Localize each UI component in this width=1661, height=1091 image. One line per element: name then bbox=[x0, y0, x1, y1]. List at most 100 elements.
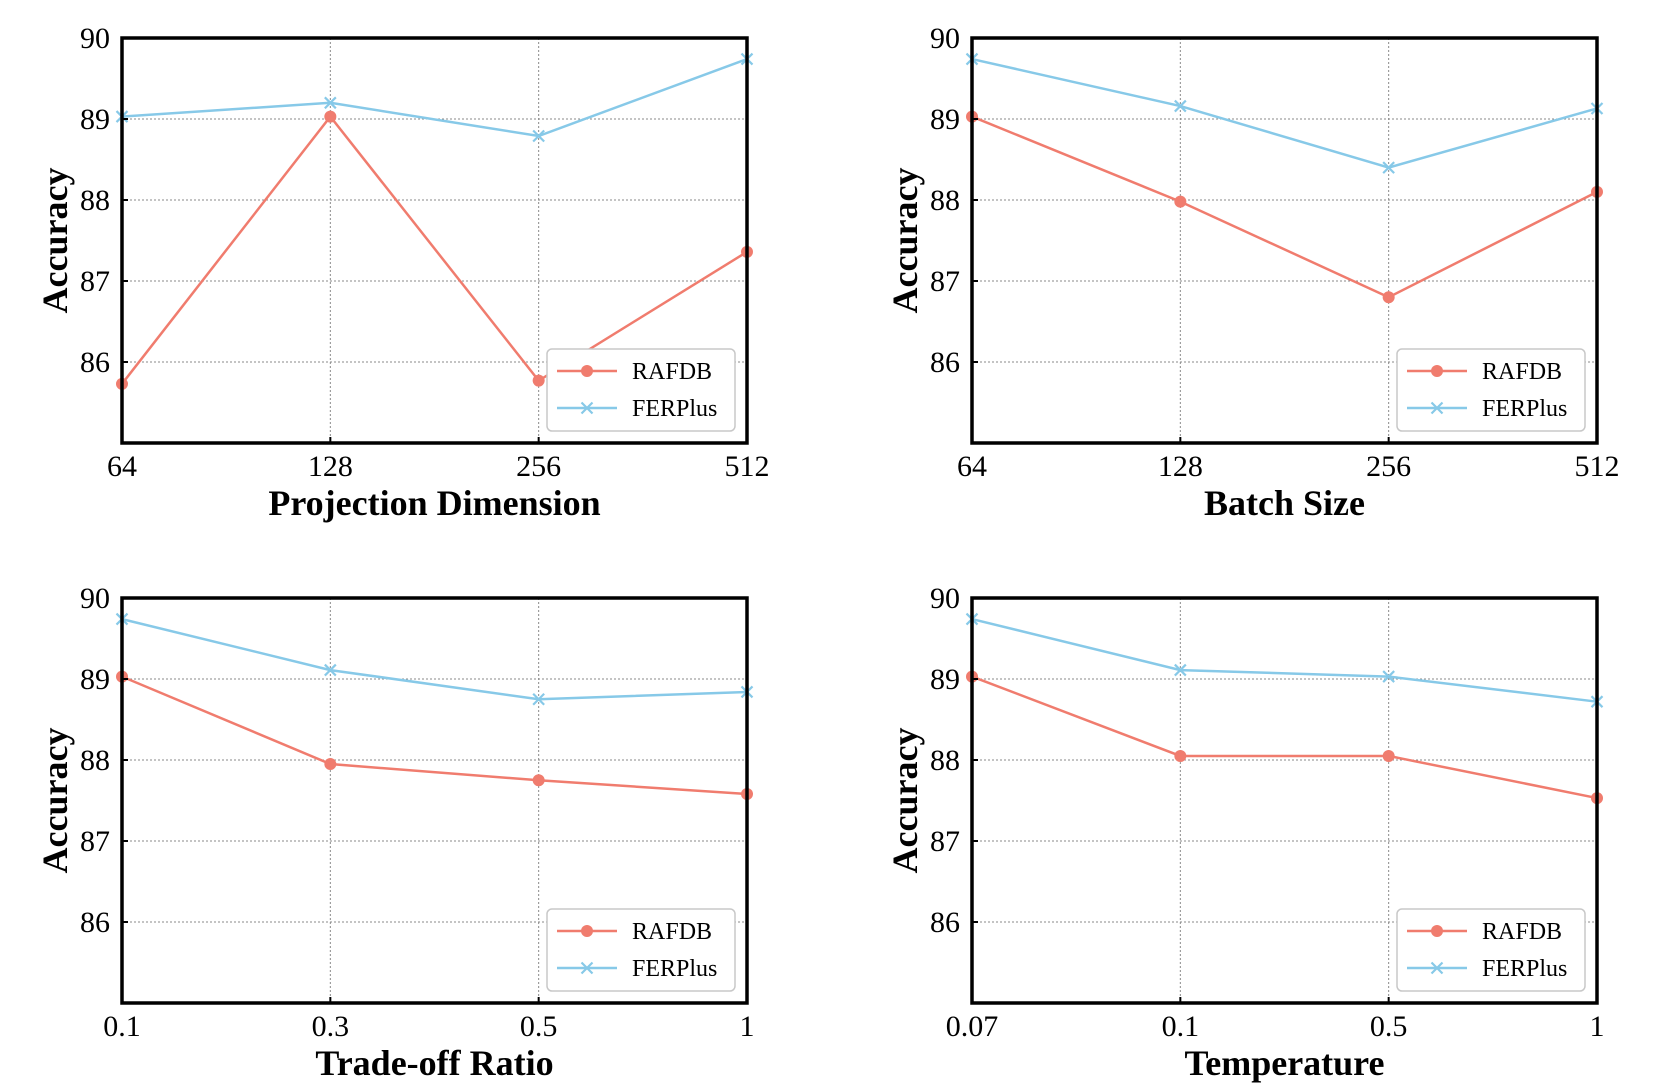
x-tick-label: 0.5 bbox=[1370, 1010, 1408, 1043]
legend-marker-ferplus bbox=[580, 961, 594, 975]
data-point-ferplus bbox=[324, 663, 337, 677]
legend: RAFDB FERPlus bbox=[1396, 908, 1586, 992]
x-tick-label: 1 bbox=[740, 1010, 755, 1043]
y-tick-label: 90 bbox=[80, 582, 110, 615]
data-point-rafdb bbox=[532, 374, 545, 387]
data-point-rafdb bbox=[532, 774, 545, 787]
legend-marker-ferplus bbox=[1430, 961, 1444, 975]
legend-label: RAFDB bbox=[632, 359, 712, 385]
legend: RAFDB FERPlus bbox=[546, 908, 736, 992]
x-tick-label: 0.1 bbox=[103, 1010, 141, 1043]
data-point-rafdb bbox=[1382, 291, 1395, 304]
data-point-ferplus bbox=[1174, 663, 1187, 677]
x-tick-label: 0.5 bbox=[520, 1010, 558, 1043]
legend-marker-rafdb bbox=[581, 925, 593, 937]
x-axis-title: Temperature bbox=[1185, 1043, 1385, 1083]
y-tick-label: 87 bbox=[930, 265, 960, 298]
y-tick-label: 89 bbox=[80, 663, 110, 696]
x-tick-label: 128 bbox=[1158, 450, 1203, 483]
legend-box bbox=[1396, 348, 1586, 432]
plot-frame bbox=[970, 36, 1599, 445]
x-tick-label: 0.07 bbox=[946, 1010, 999, 1043]
data-point-ferplus bbox=[1382, 670, 1395, 683]
legend-marker-ferplus bbox=[580, 401, 594, 415]
data-point-rafdb bbox=[1174, 749, 1187, 762]
data-point-rafdb bbox=[324, 758, 337, 771]
legend-label: RAFDB bbox=[632, 919, 712, 945]
legend: RAFDB FERPlus bbox=[546, 348, 736, 432]
y-tick-label: 90 bbox=[80, 22, 110, 55]
x-tick-label: 512 bbox=[725, 450, 770, 483]
y-tick-label: 86 bbox=[80, 906, 110, 939]
data-point-ferplus bbox=[1174, 99, 1187, 113]
x-tick-label: 1 bbox=[1590, 1010, 1605, 1043]
y-axis-title: Accuracy bbox=[885, 168, 925, 314]
chart-panel-4: 86 87 88 89 90 0.07 0.1 0.5 1 Temperature Accuracy… bbox=[885, 582, 1605, 1083]
legend-box bbox=[1396, 908, 1586, 992]
data-point-rafdb bbox=[1174, 195, 1187, 208]
legend-marker-rafdb bbox=[1431, 925, 1443, 937]
y-tick-label: 86 bbox=[930, 906, 960, 939]
data-point-ferplus bbox=[532, 129, 545, 143]
legend-label: RAFDB bbox=[1482, 919, 1562, 945]
x-axis-title: Trade-off Ratio bbox=[315, 1043, 553, 1083]
data-point-ferplus bbox=[1382, 161, 1395, 174]
y-tick-label: 87 bbox=[80, 265, 110, 298]
x-tick-label: 0.3 bbox=[312, 1010, 350, 1043]
series-line-ferplus bbox=[971, 57, 1598, 169]
legend-box bbox=[546, 908, 736, 992]
y-axis-title: Accuracy bbox=[35, 728, 75, 874]
chart-panel-2: 86 87 88 89 90 64 128 256 512 Batch Size Accuracy R… bbox=[885, 22, 1620, 523]
x-tick-label: 64 bbox=[957, 450, 987, 483]
legend-label: FERPlus bbox=[632, 956, 717, 982]
x-tick-label: 256 bbox=[1366, 450, 1411, 483]
y-tick-label: 86 bbox=[80, 346, 110, 379]
chart-panel-3: 86 87 88 89 90 0.1 0.3 0.5 1 Trade-off Ratio Accur… bbox=[35, 582, 755, 1083]
plot-frame bbox=[120, 36, 749, 445]
series-line-rafdb bbox=[971, 675, 1598, 800]
legend: RAFDB FERPlus bbox=[1396, 348, 1586, 432]
legend-box bbox=[546, 348, 736, 432]
series-line-ferplus bbox=[121, 57, 748, 138]
data-point-rafdb bbox=[324, 110, 337, 123]
y-tick-label: 90 bbox=[930, 582, 960, 615]
x-tick-label: 64 bbox=[107, 450, 137, 483]
y-tick-label: 87 bbox=[80, 825, 110, 858]
y-axis-title: Accuracy bbox=[35, 168, 75, 314]
plot-frame bbox=[970, 596, 1599, 1005]
legend-label: FERPlus bbox=[632, 396, 717, 422]
y-tick-label: 88 bbox=[930, 744, 960, 777]
series-line-rafdb bbox=[121, 675, 748, 796]
legend-marker-ferplus bbox=[1430, 401, 1444, 415]
x-axis-title: Projection Dimension bbox=[268, 483, 600, 523]
x-tick-label: 256 bbox=[516, 450, 561, 483]
x-axis-title: Batch Size bbox=[1204, 483, 1365, 523]
x-tick-label: 128 bbox=[308, 450, 353, 483]
data-point-rafdb bbox=[1382, 749, 1395, 762]
legend-label: FERPlus bbox=[1482, 396, 1567, 422]
series-line-ferplus bbox=[971, 617, 1598, 703]
legend-label: RAFDB bbox=[1482, 359, 1562, 385]
y-tick-label: 88 bbox=[80, 184, 110, 217]
y-tick-label: 87 bbox=[930, 825, 960, 858]
series-line-rafdb bbox=[121, 114, 748, 385]
series-line-ferplus bbox=[121, 617, 748, 701]
y-tick-label: 86 bbox=[930, 346, 960, 379]
legend-label: FERPlus bbox=[1482, 956, 1567, 982]
data-point-ferplus bbox=[324, 96, 337, 110]
data-point-ferplus bbox=[532, 692, 545, 706]
y-tick-label: 89 bbox=[930, 103, 960, 136]
y-tick-label: 90 bbox=[930, 22, 960, 55]
y-tick-label: 89 bbox=[930, 663, 960, 696]
y-tick-label: 88 bbox=[930, 184, 960, 217]
y-tick-label: 89 bbox=[80, 103, 110, 136]
x-tick-label: 512 bbox=[1575, 450, 1620, 483]
plot-frame bbox=[120, 596, 749, 1005]
series-line-rafdb bbox=[971, 115, 1598, 299]
legend-marker-rafdb bbox=[1431, 365, 1443, 377]
y-tick-label: 88 bbox=[80, 744, 110, 777]
y-axis-title: Accuracy bbox=[885, 728, 925, 874]
x-tick-label: 0.1 bbox=[1162, 1010, 1200, 1043]
legend-marker-rafdb bbox=[581, 365, 593, 377]
